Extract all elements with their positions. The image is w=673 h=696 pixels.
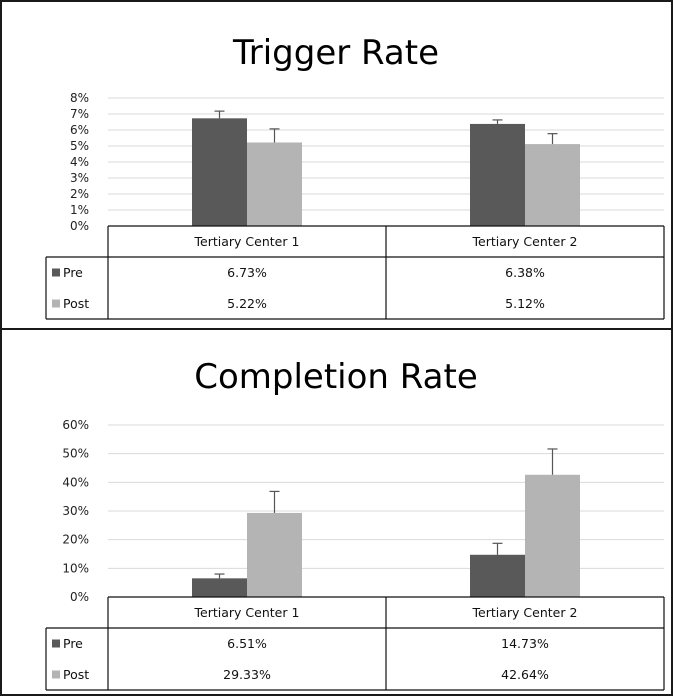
- bar-post-1: [247, 142, 302, 226]
- data-value-post-2: 5.12%: [505, 296, 545, 311]
- data-value-pre-2: 6.38%: [505, 265, 545, 280]
- data-value-pre-1: 6.51%: [227, 636, 267, 651]
- y-tick-label: 7%: [70, 107, 89, 121]
- bar-post-2: [525, 144, 580, 226]
- bar-pre-1: [192, 118, 247, 226]
- data-value-pre-2: 14.73%: [501, 636, 549, 651]
- data-value-post-1: 29.33%: [223, 667, 271, 682]
- y-tick-label: 1%: [70, 203, 89, 217]
- bar-pre-1: [192, 578, 247, 597]
- chart-title: Completion Rate: [194, 357, 478, 397]
- trigger-rate-chart: Trigger Rate 0% 1% 2% 3% 4% 5% 6% 7% 8% Tertiary C…: [45, 33, 665, 320]
- bar-pre-2: [470, 123, 525, 226]
- category-label: Tertiary Center 2: [472, 234, 578, 249]
- y-tick-label: 0%: [70, 590, 89, 604]
- bar-pre-2: [470, 554, 525, 597]
- data-value-post-1: 5.22%: [227, 296, 267, 311]
- legend-label-pre: Pre: [63, 265, 83, 280]
- category-label: Tertiary Center 1: [194, 605, 300, 620]
- bar-post-1: [247, 512, 302, 597]
- y-tick-label: 50%: [62, 447, 89, 461]
- y-tick-label: 60%: [62, 418, 89, 432]
- y-tick-label: 3%: [70, 171, 89, 185]
- legend-key-post: [52, 299, 60, 308]
- data-value-pre-1: 6.73%: [227, 265, 267, 280]
- category-label: Tertiary Center 1: [194, 234, 300, 249]
- y-tick-label: 8%: [70, 91, 89, 105]
- legend-key-pre: [52, 268, 60, 277]
- bar-post-2: [525, 474, 580, 597]
- y-tick-label: 5%: [70, 139, 89, 153]
- trigger-rate-panel: Trigger Rate 0% 1% 2% 3% 4% 5% 6% 7% 8% Tertiary C…: [0, 0, 673, 330]
- y-tick-label: 4%: [70, 155, 89, 169]
- category-label: Tertiary Center 2: [472, 605, 578, 620]
- legend-label-post: Post: [63, 667, 89, 682]
- y-tick-label: 20%: [62, 533, 89, 547]
- y-tick-label: 0%: [70, 219, 89, 233]
- y-tick-label: 6%: [70, 123, 89, 137]
- legend-key-pre: [52, 639, 60, 648]
- y-tick-label: 10%: [62, 561, 89, 575]
- y-tick-label: 2%: [70, 187, 89, 201]
- y-tick-label: 30%: [62, 504, 89, 518]
- legend-label-post: Post: [63, 296, 89, 311]
- completion-rate-chart: Completion Rate 0% 10% 20% 30% 40% 50% 60% Terti…: [45, 357, 665, 691]
- y-tick-label: 40%: [62, 475, 89, 489]
- chart-title: Trigger Rate: [232, 33, 439, 73]
- completion-rate-panel: Completion Rate 0% 10% 20% 30% 40% 50% 60% Terti…: [0, 328, 673, 696]
- legend-key-post: [52, 670, 60, 679]
- legend-label-pre: Pre: [63, 636, 83, 651]
- data-value-post-2: 42.64%: [501, 667, 549, 682]
